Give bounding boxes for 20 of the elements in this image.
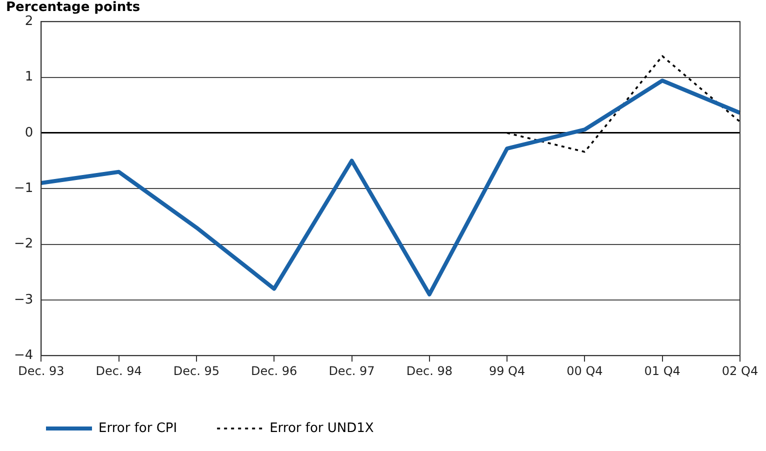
y-tick-label: −4: [14, 348, 34, 363]
x-tick-label: Dec. 93: [18, 364, 64, 378]
legend-label: Error for UND1X: [270, 420, 374, 436]
x-tick-label: Dec. 97: [328, 364, 375, 378]
x-tick-label: 01 Q4: [644, 364, 680, 378]
x-tick-label: Dec. 94: [96, 364, 142, 378]
x-tick-label: Dec. 95: [173, 364, 220, 378]
x-tick-label: 00 Q4: [566, 364, 603, 378]
legend-label: Error for CPI: [98, 420, 178, 436]
y-tick-label: −1: [14, 180, 34, 196]
x-tick-label: 02 Q4: [722, 364, 758, 378]
y-axis-title: Percentage points: [6, 0, 140, 16]
x-tick-label: Dec. 98: [406, 364, 452, 378]
y-tick-label: 0: [24, 125, 34, 140]
x-tick-label: 99 Q4: [488, 364, 526, 378]
x-tick-label: Dec. 96: [251, 364, 298, 378]
y-tick-label: −3: [14, 292, 34, 308]
y-tick-label: 1: [24, 70, 34, 85]
y-tick-label: 2: [24, 14, 34, 29]
y-tick-label: −2: [14, 236, 34, 252]
